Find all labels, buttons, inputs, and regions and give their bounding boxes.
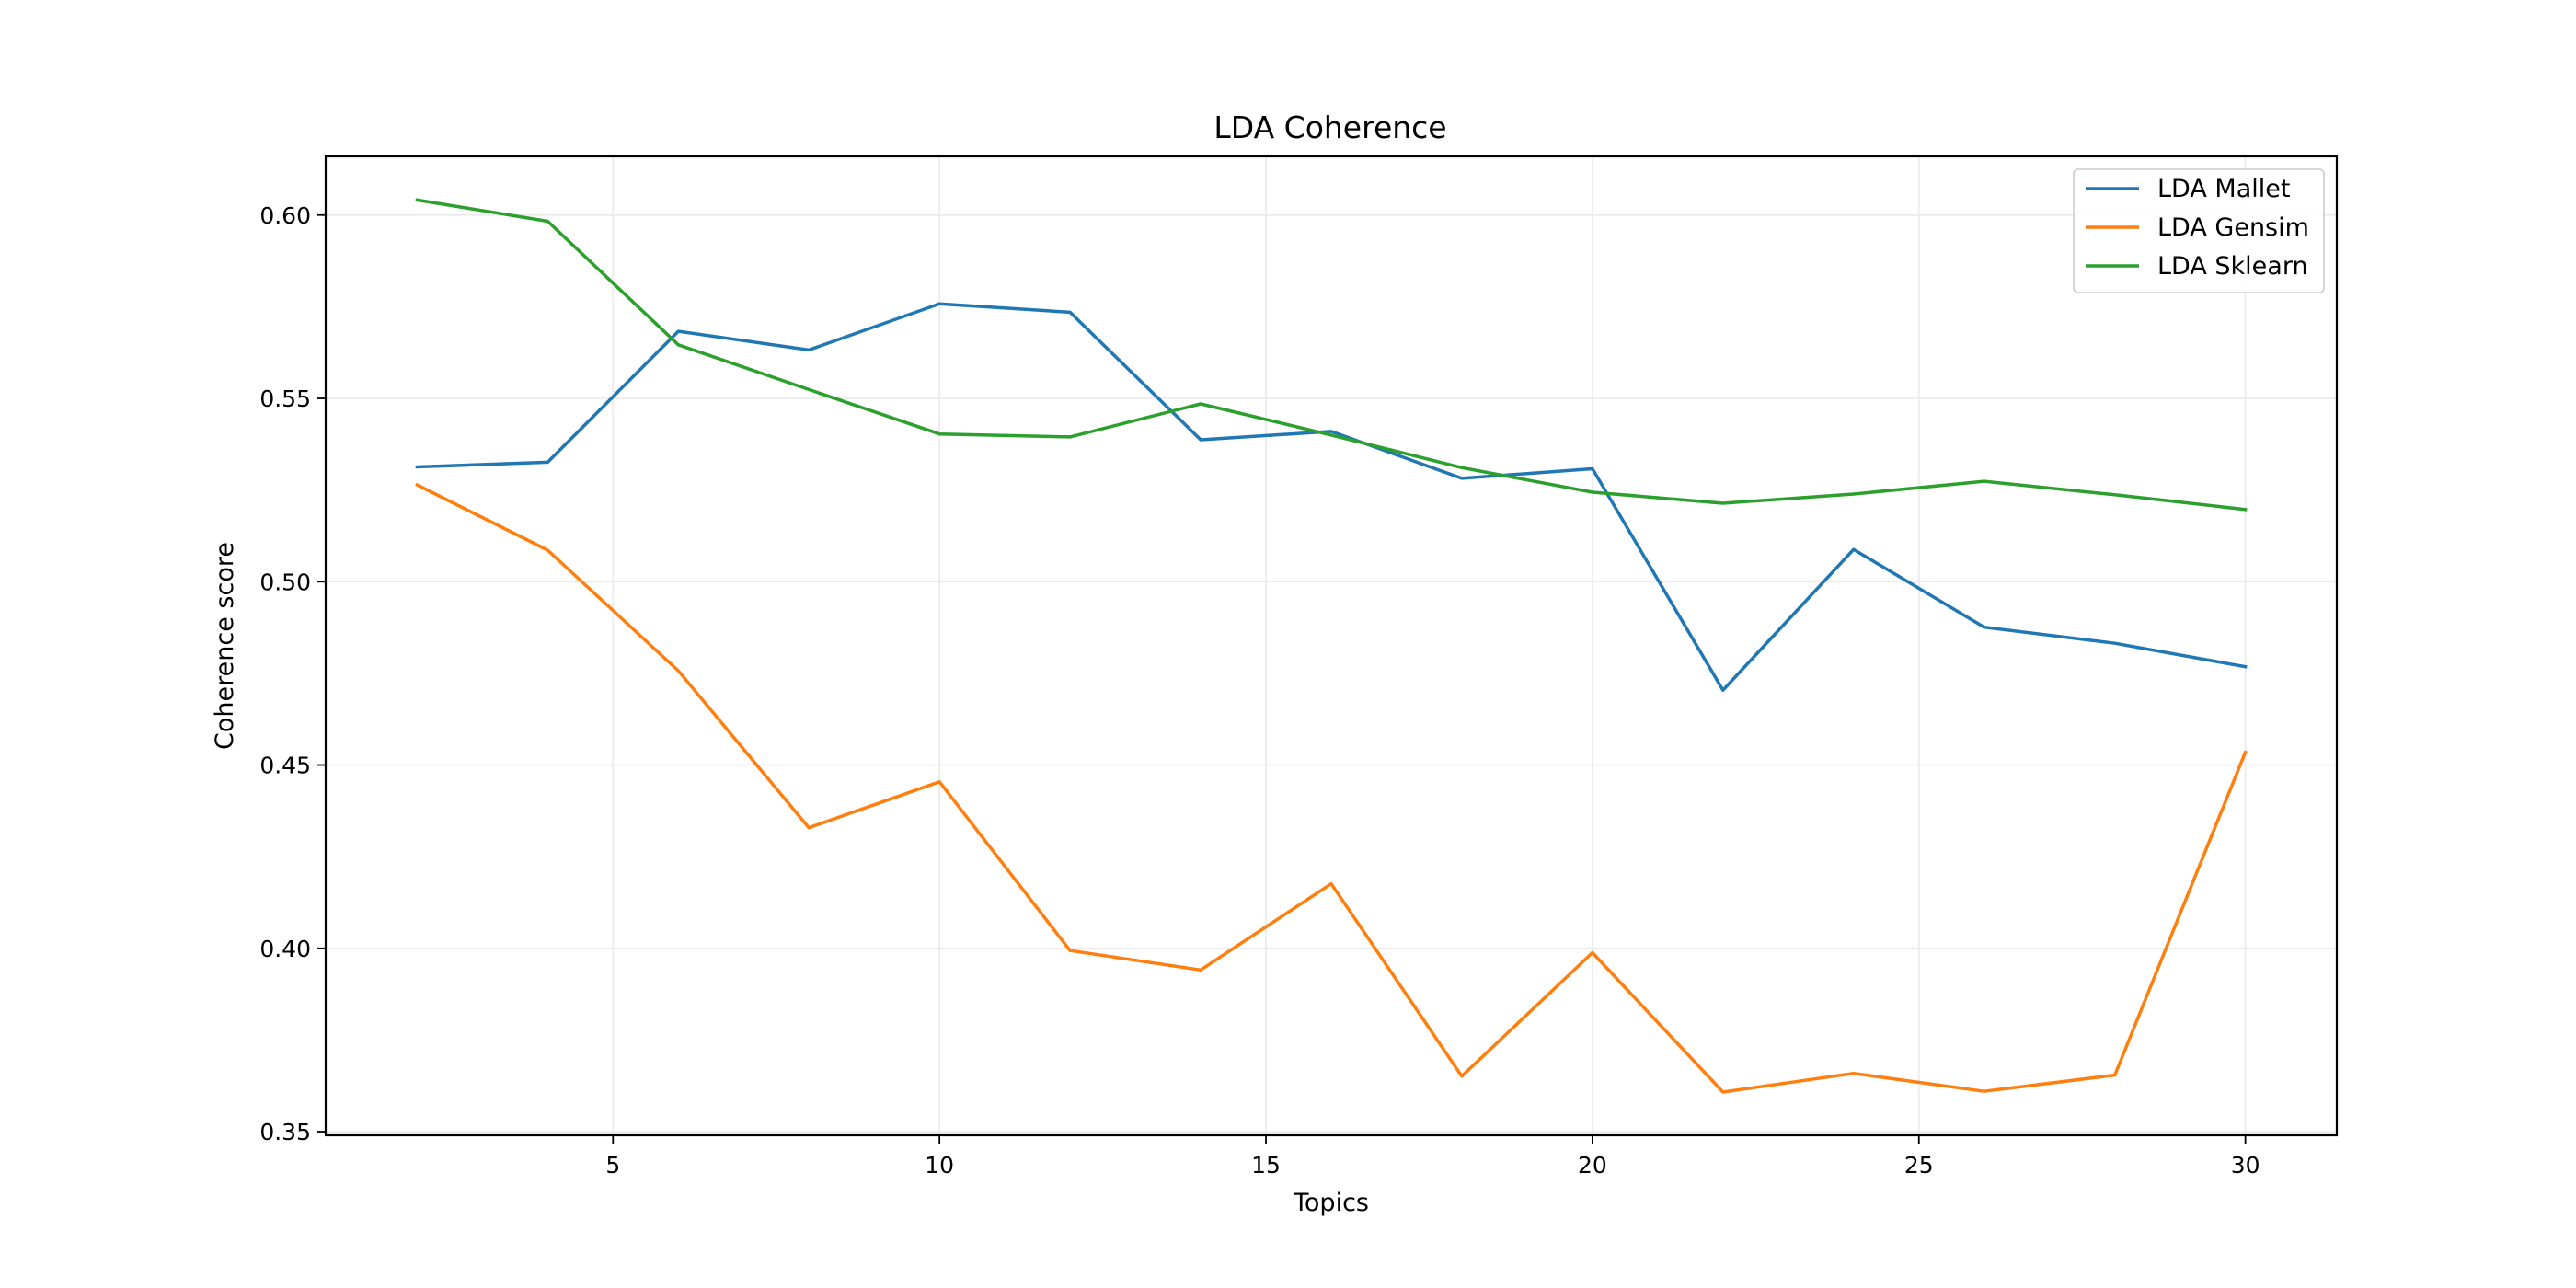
x-tick-label: 30 — [2231, 1152, 2260, 1179]
series-line-lda-gensim — [415, 482, 2248, 1094]
legend-items: LDA Mallet LDA Gensim LDA Sklearn — [2086, 175, 2309, 281]
y-tick-label: 0.35 — [259, 1119, 311, 1145]
series-line-lda-mallet — [415, 302, 2248, 692]
series-lines — [415, 198, 2248, 1094]
y-tick-label: 0.50 — [259, 569, 311, 595]
legend-label-lda-sklearn: LDA Sklearn — [2157, 252, 2308, 281]
x-tick-label: 5 — [605, 1152, 620, 1179]
x-tick-label: 15 — [1251, 1152, 1281, 1179]
y-tick-label: 0.55 — [259, 385, 311, 412]
y-axis-title: Coherence score — [211, 542, 239, 750]
axis-ticks: 5 10 15 20 25 30 0.35 0.40 0.45 0.50 0.55 0.60 — [259, 202, 2260, 1179]
y-tick-label: 0.40 — [259, 936, 311, 962]
series-line-lda-sklearn — [415, 198, 2248, 512]
grid-lines — [326, 156, 2337, 1135]
legend-box — [2073, 168, 2325, 293]
chart-title: LDA Coherence — [1213, 109, 1446, 145]
plot-frame — [324, 155, 2339, 1137]
x-tick-label: 20 — [1578, 1152, 1607, 1179]
y-tick-label: 0.45 — [259, 753, 311, 779]
x-axis-title: Topics — [1293, 1189, 1369, 1217]
legend-label-lda-gensim: LDA Gensim — [2157, 213, 2309, 242]
y-tick-label: 0.60 — [259, 202, 311, 229]
legend: LDA Mallet LDA Gensim LDA Sklearn — [2073, 168, 2325, 293]
legend-label-lda-mallet: LDA Mallet — [2157, 175, 2290, 203]
x-tick-label: 25 — [1904, 1152, 1934, 1179]
x-tick-label: 10 — [925, 1152, 954, 1179]
